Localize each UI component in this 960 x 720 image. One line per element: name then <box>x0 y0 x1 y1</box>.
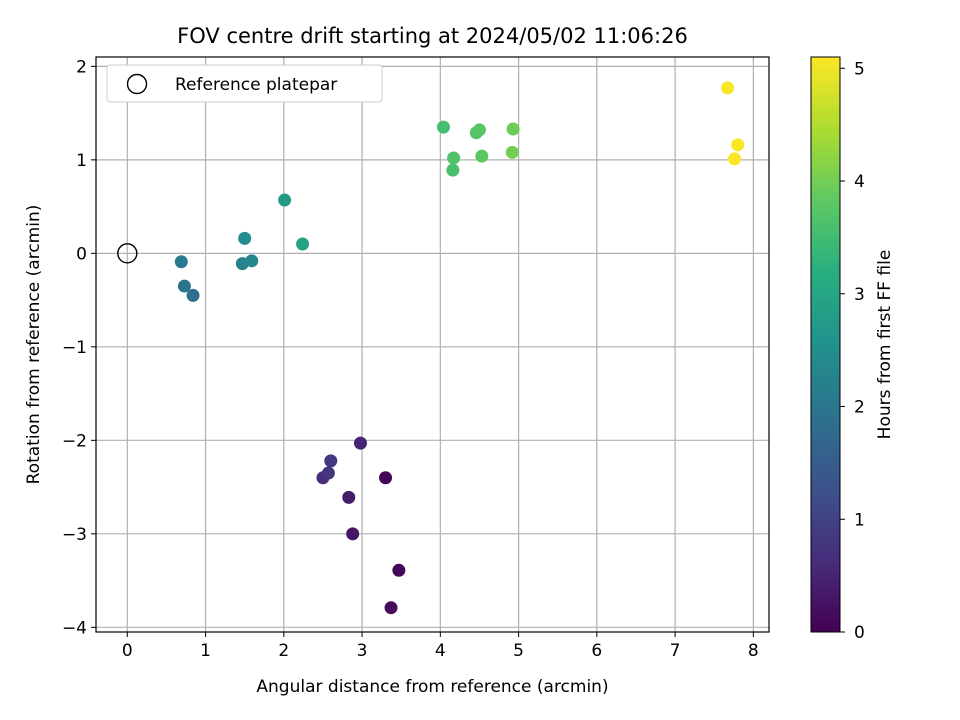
data-point <box>447 151 461 165</box>
data-point <box>728 152 742 166</box>
colorbar-tick-label: 3 <box>854 285 865 305</box>
x-tick-label: 8 <box>748 641 759 661</box>
colorbar: 0 1 2 3 4 5 Hours from first FF file <box>810 56 895 643</box>
colorbar-tick-label: 0 <box>854 623 865 643</box>
data-point <box>436 120 450 134</box>
colorbar-ticks: 0 1 2 3 4 5 <box>840 59 865 643</box>
x-tick-label: 6 <box>591 641 602 661</box>
data-point <box>505 145 519 159</box>
x-tick-label: 0 <box>122 641 133 661</box>
y-tick-label: −3 <box>62 525 87 545</box>
data-point <box>342 490 356 504</box>
y-tick-label: −2 <box>62 431 87 451</box>
legend-marker <box>126 73 148 95</box>
data-point <box>472 123 486 137</box>
x-tick-label: 2 <box>278 641 289 661</box>
data-point <box>324 454 338 468</box>
colorbar-gradient <box>810 56 841 633</box>
data-point <box>186 288 200 302</box>
data-point <box>346 527 360 541</box>
x-tick-label: 4 <box>435 641 446 661</box>
legend-entry-reference: Reference platepar <box>175 75 337 95</box>
y-tick-label: 2 <box>76 57 87 77</box>
plot-area: 0 1 2 3 4 5 6 7 8 2 1 0 −1 −2 −3 −4 <box>62 56 770 661</box>
data-point <box>446 163 460 177</box>
reference-platepar-marker <box>117 243 138 264</box>
x-tick-label: 1 <box>200 641 211 661</box>
data-point <box>731 138 745 152</box>
y-tick-label: −4 <box>62 618 87 638</box>
data-point <box>245 254 259 268</box>
colorbar-tick-label: 1 <box>854 510 865 530</box>
data-points <box>174 81 745 615</box>
colorbar-tick-label: 2 <box>854 398 865 418</box>
legend-box <box>106 64 383 103</box>
y-tick-label: −1 <box>62 338 87 358</box>
data-point <box>296 237 310 251</box>
data-point <box>384 601 398 615</box>
data-point <box>721 81 735 95</box>
colorbar-label: Hours from first FF file <box>875 250 895 440</box>
data-point <box>238 231 252 245</box>
plot-frame <box>95 56 770 633</box>
data-point <box>174 255 188 269</box>
colorbar-tick-label: 5 <box>854 59 865 79</box>
legend: Reference platepar <box>106 64 383 103</box>
x-axis-label: Angular distance from reference (arcmin) <box>256 677 608 697</box>
data-point <box>278 193 292 207</box>
y-axis-ticks: 2 1 0 −1 −2 −3 −4 <box>62 57 96 638</box>
data-point <box>392 563 406 577</box>
data-point <box>321 466 335 480</box>
data-point <box>475 149 489 163</box>
x-tick-label: 5 <box>513 641 524 661</box>
y-tick-label: 0 <box>76 244 87 264</box>
colorbar-tick-label: 4 <box>854 172 865 192</box>
data-point <box>506 122 520 136</box>
plot-background <box>96 57 769 632</box>
y-tick-label: 1 <box>76 151 87 171</box>
x-tick-label: 7 <box>670 641 681 661</box>
x-tick-label: 3 <box>357 641 368 661</box>
chart-title: FOV centre drift starting at 2024/05/02 … <box>177 24 688 48</box>
data-point <box>354 436 368 450</box>
data-point <box>379 471 393 485</box>
x-axis-ticks: 0 1 2 3 4 5 6 7 8 <box>122 632 759 661</box>
y-axis-label: Rotation from reference (arcmin) <box>24 205 44 485</box>
data-point <box>177 279 191 293</box>
